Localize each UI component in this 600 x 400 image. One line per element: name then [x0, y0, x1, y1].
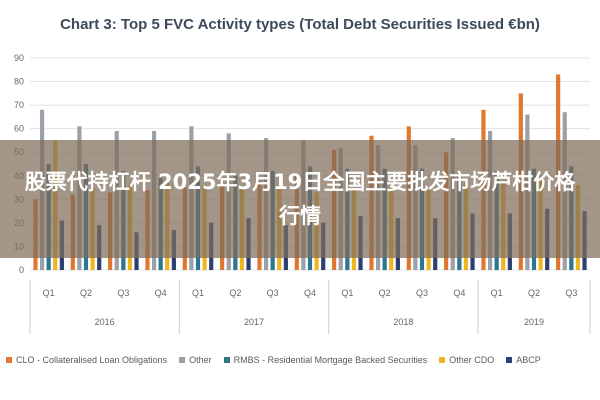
- legend-swatch: [179, 357, 186, 363]
- x-tick-label: Q4: [155, 288, 167, 298]
- legend-swatch: [223, 357, 230, 363]
- year-label: 2016: [95, 317, 115, 327]
- legend-label: RMBS - Residential Mortgage Backed Secur…: [233, 355, 428, 365]
- x-tick-label: Q4: [453, 288, 465, 298]
- legend-item: Other: [179, 355, 212, 365]
- y-tick-label: 90: [14, 53, 24, 63]
- y-tick-label: 60: [14, 124, 24, 134]
- x-tick-label: Q1: [491, 288, 503, 298]
- x-tick-label: Q1: [43, 288, 55, 298]
- x-tick-label: Q3: [267, 288, 279, 298]
- x-tick-label: Q2: [528, 288, 540, 298]
- year-label: 2018: [393, 317, 413, 327]
- x-tick-label: Q2: [80, 288, 92, 298]
- y-tick-label: 0: [19, 265, 24, 275]
- legend-label: Other: [189, 355, 212, 365]
- x-tick-label: Q2: [229, 288, 241, 298]
- y-tick-label: 70: [14, 100, 24, 110]
- legend-label: CLO - Collateralised Loan Obligations: [16, 355, 168, 365]
- legend-swatch: [6, 357, 12, 363]
- legend-item: ABCP: [506, 355, 541, 365]
- overlay-banner: 股票代持杠杆 2025年3月19日全国主要批发市场芦柑价格行情: [0, 140, 600, 258]
- x-tick-label: Q3: [565, 288, 577, 298]
- x-tick-label: Q2: [379, 288, 391, 298]
- x-tick-label: Q3: [117, 288, 129, 298]
- x-tick-label: Q1: [341, 288, 353, 298]
- chart-title: Chart 3: Top 5 FVC Activity types (Total…: [60, 16, 540, 33]
- legend-swatch: [506, 357, 513, 363]
- overlay-banner-text: 股票代持杠杆 2025年3月19日全国主要批发市场芦柑价格行情: [24, 170, 576, 228]
- x-tick-label: Q3: [416, 288, 428, 298]
- legend-item: RMBS - Residential Mortgage Backed Secur…: [223, 355, 428, 365]
- legend-item: CLO - Collateralised Loan Obligations: [6, 355, 167, 365]
- x-tick-label: Q4: [304, 288, 316, 298]
- chart-legend: CLO - Collateralised Loan Obligations Oth…: [6, 352, 600, 368]
- legend-item: Other CDO: [439, 355, 494, 365]
- legend-label: Other CDO: [449, 355, 495, 365]
- year-label: 2019: [524, 317, 544, 327]
- x-tick-label: Q1: [192, 288, 204, 298]
- year-label: 2017: [244, 317, 264, 327]
- y-tick-label: 80: [14, 77, 24, 87]
- legend-label: ABCP: [516, 355, 541, 365]
- legend-swatch: [439, 357, 446, 363]
